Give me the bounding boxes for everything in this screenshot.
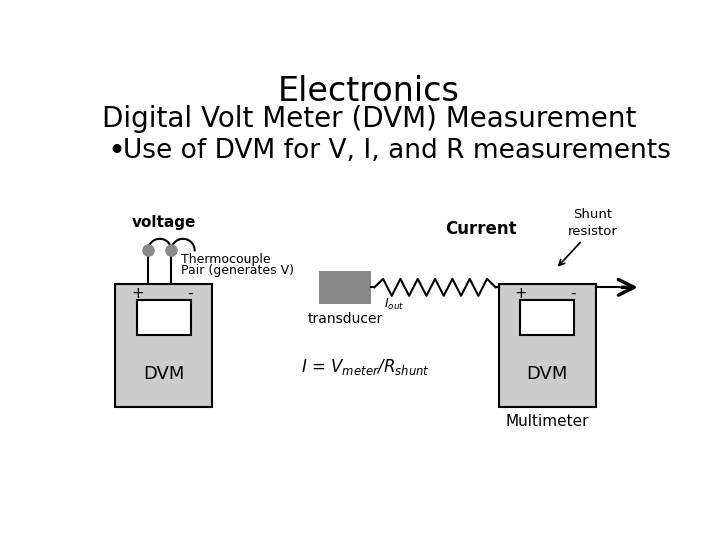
Text: I = V$_{meter}$/R$_{shunt}$: I = V$_{meter}$/R$_{shunt}$ (301, 356, 430, 376)
Text: -: - (187, 286, 192, 301)
Text: $I_{out}$: $I_{out}$ (384, 298, 405, 313)
Bar (520, 300, 575, 335)
Text: •: • (107, 137, 125, 166)
Text: DVM: DVM (143, 365, 184, 383)
Text: transducer: transducer (307, 312, 382, 326)
Text: +: + (515, 286, 528, 301)
Text: Pair (generates V): Pair (generates V) (181, 264, 294, 277)
Bar (499, 284, 595, 408)
Text: Use of DVM for V, I, and R measurements: Use of DVM for V, I, and R measurements (122, 138, 670, 164)
Text: Shunt
resistor: Shunt resistor (567, 208, 617, 238)
Text: +: + (131, 286, 144, 301)
Text: DVM: DVM (526, 365, 568, 383)
Text: Thermocouple: Thermocouple (181, 253, 270, 266)
Bar (115, 284, 212, 408)
Bar (137, 300, 191, 335)
Text: voltage: voltage (132, 215, 196, 230)
Bar (319, 271, 372, 303)
Text: Multimeter: Multimeter (505, 414, 589, 429)
Text: Electronics: Electronics (278, 75, 460, 108)
Text: Digital Volt Meter (DVM) Measurement: Digital Volt Meter (DVM) Measurement (102, 105, 636, 133)
Text: Current: Current (446, 220, 517, 238)
Text: -: - (571, 286, 576, 301)
